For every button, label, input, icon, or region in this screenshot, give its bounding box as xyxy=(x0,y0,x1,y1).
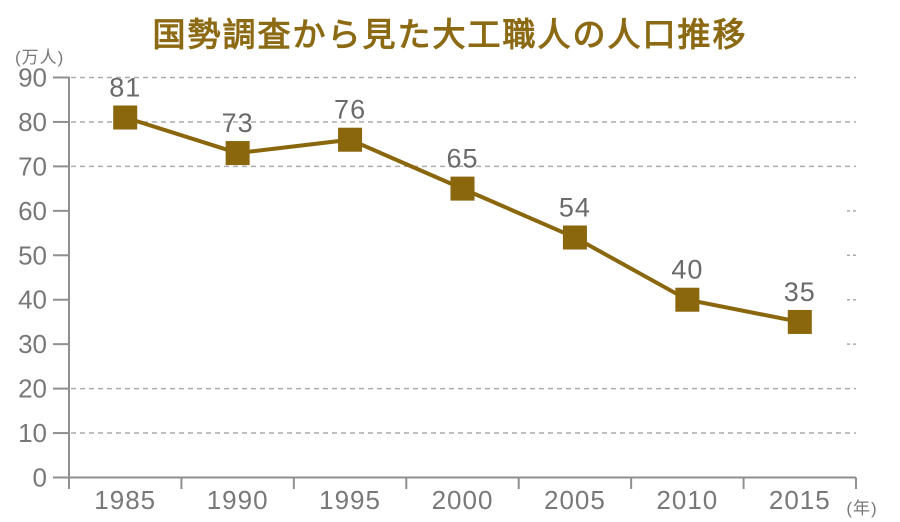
data-point-marker xyxy=(675,287,700,312)
y-tick-label: 50 xyxy=(18,240,47,270)
data-point-marker xyxy=(562,225,587,250)
x-tick-label: 2015 xyxy=(769,485,831,515)
y-tick-label: 60 xyxy=(18,196,47,226)
y-tick-label: 30 xyxy=(18,329,47,359)
x-tick-label: 1990 xyxy=(207,485,269,515)
data-point-marker xyxy=(450,176,475,201)
x-tick-label: 2005 xyxy=(544,485,606,515)
data-label: 65 xyxy=(446,144,478,174)
data-label: 73 xyxy=(222,108,254,138)
data-point-marker xyxy=(225,141,250,166)
chart-title: 国勢調査から見た大工職人の人口推移 xyxy=(152,16,748,53)
data-label: 54 xyxy=(559,193,591,223)
y-tick-label: 40 xyxy=(18,285,47,315)
y-tick-label: 0 xyxy=(33,463,47,493)
y-tick-label: 20 xyxy=(18,374,47,404)
x-tick-label: 1985 xyxy=(94,485,156,515)
x-tick-label: 2010 xyxy=(656,485,718,515)
y-tick-label: 80 xyxy=(18,107,47,137)
y-tick-label: 90 xyxy=(18,63,47,93)
data-label: 76 xyxy=(334,95,366,125)
data-label: 40 xyxy=(671,255,703,285)
x-tick-label: 2000 xyxy=(432,485,494,515)
data-point-marker xyxy=(113,105,138,130)
data-label: 81 xyxy=(109,73,141,103)
data-label: 35 xyxy=(784,277,816,307)
x-tick-label: 1995 xyxy=(319,485,381,515)
data-point-marker xyxy=(338,127,363,152)
y-axis-unit-label: (万人) xyxy=(15,48,65,67)
y-tick-label: 70 xyxy=(18,151,47,181)
y-tick-label: 10 xyxy=(18,418,47,448)
data-point-marker xyxy=(787,309,812,334)
x-axis-unit-label: (年) xyxy=(846,499,878,518)
